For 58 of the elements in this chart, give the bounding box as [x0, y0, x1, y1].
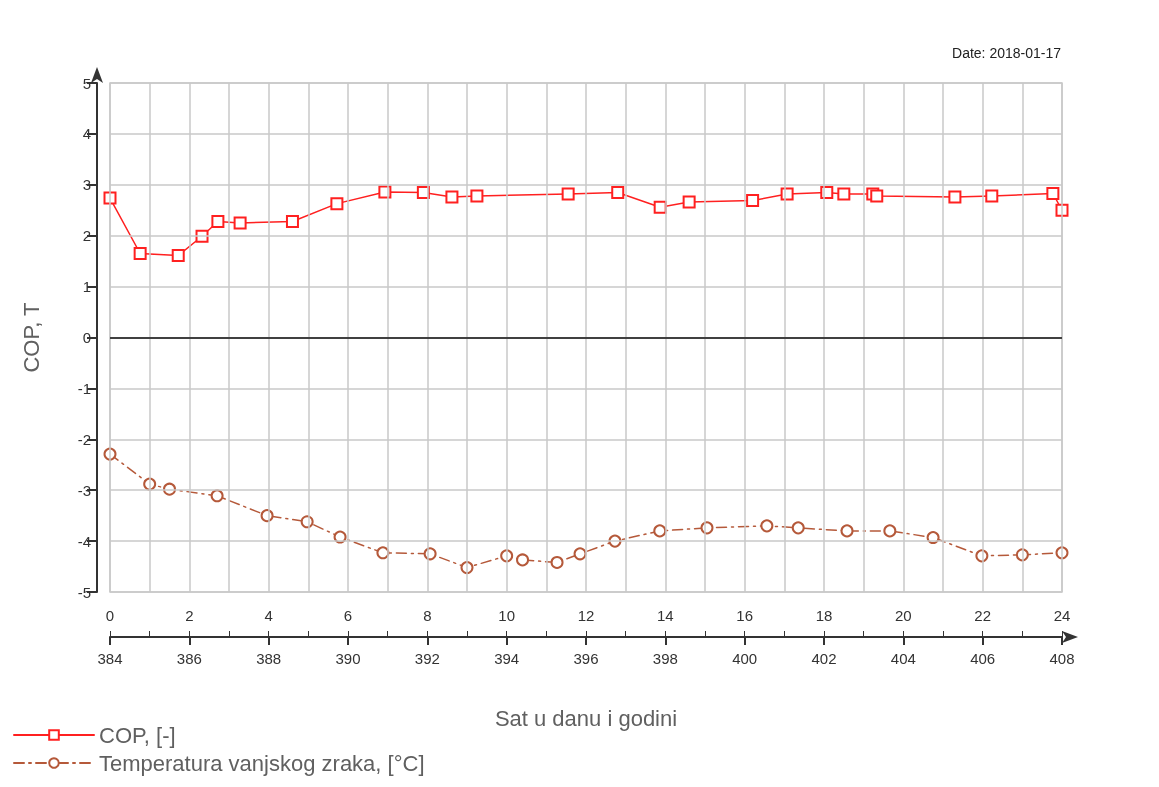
x-tick-label: 20	[894, 607, 912, 624]
x2-tick-label: 390	[335, 650, 361, 667]
x2-tick-label: 394	[494, 650, 520, 667]
x-tick-label: 8	[423, 607, 432, 624]
x2-tick-label: 392	[414, 650, 440, 667]
point	[573, 547, 587, 561]
x2-tick-label: 402	[811, 650, 837, 667]
x-tick-label: 6	[343, 607, 353, 624]
text: Date: 2018-01-17	[952, 45, 1062, 61]
point	[611, 185, 625, 199]
point	[211, 214, 225, 228]
point	[760, 519, 774, 533]
point	[445, 190, 459, 204]
x2-tick-label: 400	[732, 650, 758, 667]
x-tick-label: 12	[577, 607, 595, 624]
x-tick-label: 0	[105, 607, 115, 624]
legend-label: Temperatura vanjskog zraka, [°C]	[99, 750, 425, 776]
x-tick-label: 24	[1053, 607, 1071, 624]
x2-tick-label: 406	[970, 650, 996, 667]
x2-tick-label: 386	[176, 650, 202, 667]
x-tick-label: 18	[815, 607, 833, 624]
point	[171, 249, 185, 263]
x2-tick-label: 404	[890, 650, 916, 667]
y-axis-title: COP, T	[18, 302, 44, 373]
x-tick-label: 16	[736, 607, 754, 624]
point	[210, 489, 224, 503]
x2-tick-label: 388	[256, 650, 282, 667]
point	[870, 189, 884, 203]
point	[1046, 186, 1060, 200]
point	[376, 546, 390, 560]
point	[985, 189, 999, 203]
x-tick-label: 22	[974, 607, 992, 624]
x2-tick-label: 408	[1049, 650, 1075, 667]
point	[948, 190, 962, 204]
point	[330, 197, 344, 211]
point	[470, 189, 484, 203]
point	[550, 555, 564, 569]
point	[746, 194, 760, 208]
point	[791, 521, 805, 535]
x-tick-label: 4	[264, 607, 273, 624]
point	[840, 524, 854, 538]
legend-label: COP, [-]	[99, 722, 176, 748]
point	[837, 187, 851, 201]
x-tick-label: 2	[185, 607, 194, 624]
point	[883, 524, 897, 538]
point	[285, 214, 299, 228]
x2-tick-label: 396	[573, 650, 599, 667]
point	[561, 187, 575, 201]
point	[516, 553, 530, 567]
point	[682, 195, 696, 209]
point	[653, 524, 667, 538]
x2-tick-label: 384	[97, 650, 123, 667]
x-tick-label: 14	[656, 607, 674, 624]
point	[233, 216, 247, 230]
x2-tick-label: 398	[652, 650, 678, 667]
x-tick-label: 10	[498, 607, 516, 624]
point	[133, 247, 147, 261]
x-axis-title: Sat u danu i godini	[494, 705, 678, 731]
